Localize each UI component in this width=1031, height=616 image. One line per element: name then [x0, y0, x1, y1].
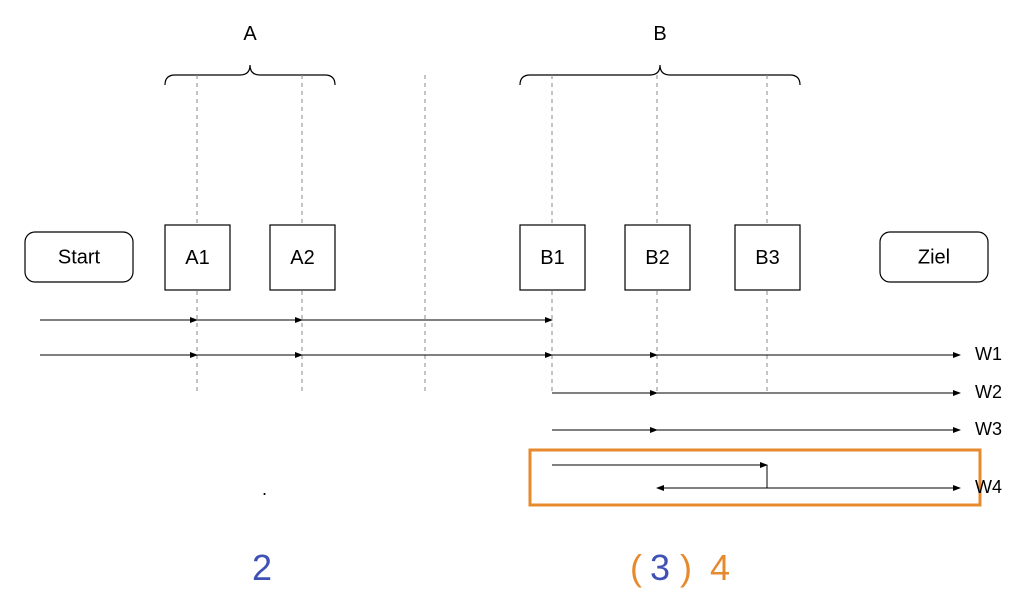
ziel-label: Ziel — [918, 246, 950, 268]
dot-marker: . — [262, 479, 267, 499]
arrow-rows — [40, 320, 960, 488]
start-label: Start — [58, 246, 101, 268]
brace-b — [520, 65, 800, 85]
node-label-a2: A2 — [290, 247, 314, 269]
brace-a — [165, 65, 335, 85]
group-label-b: B — [653, 23, 666, 45]
path-label-w1: W1 — [975, 344, 1002, 364]
path-label-w3: W3 — [975, 419, 1002, 439]
path-label-w4: W4 — [975, 477, 1002, 497]
node-label-b3: B3 — [755, 247, 779, 269]
bottom-number-2: 2 — [252, 547, 272, 588]
bottom-number-4: 4 — [710, 547, 730, 588]
node-label-b1: B1 — [540, 247, 564, 269]
bottom-number-3: 3 — [650, 547, 670, 588]
highlight-w4-box — [530, 450, 980, 505]
timing-diagram: A B Start Ziel A1 A2 B1 B2 B3 W1 W2 W3 W4 . 2 (… — [0, 0, 1031, 616]
node-label-a1: A1 — [185, 247, 209, 269]
path-label-w2: W2 — [975, 382, 1002, 402]
paren-close: ) — [680, 547, 692, 588]
node-boxes: A1 A2 B1 B2 B3 — [165, 225, 800, 290]
group-label-a: A — [243, 23, 257, 45]
paren-open: ( — [630, 547, 642, 588]
node-label-b2: B2 — [645, 247, 669, 269]
